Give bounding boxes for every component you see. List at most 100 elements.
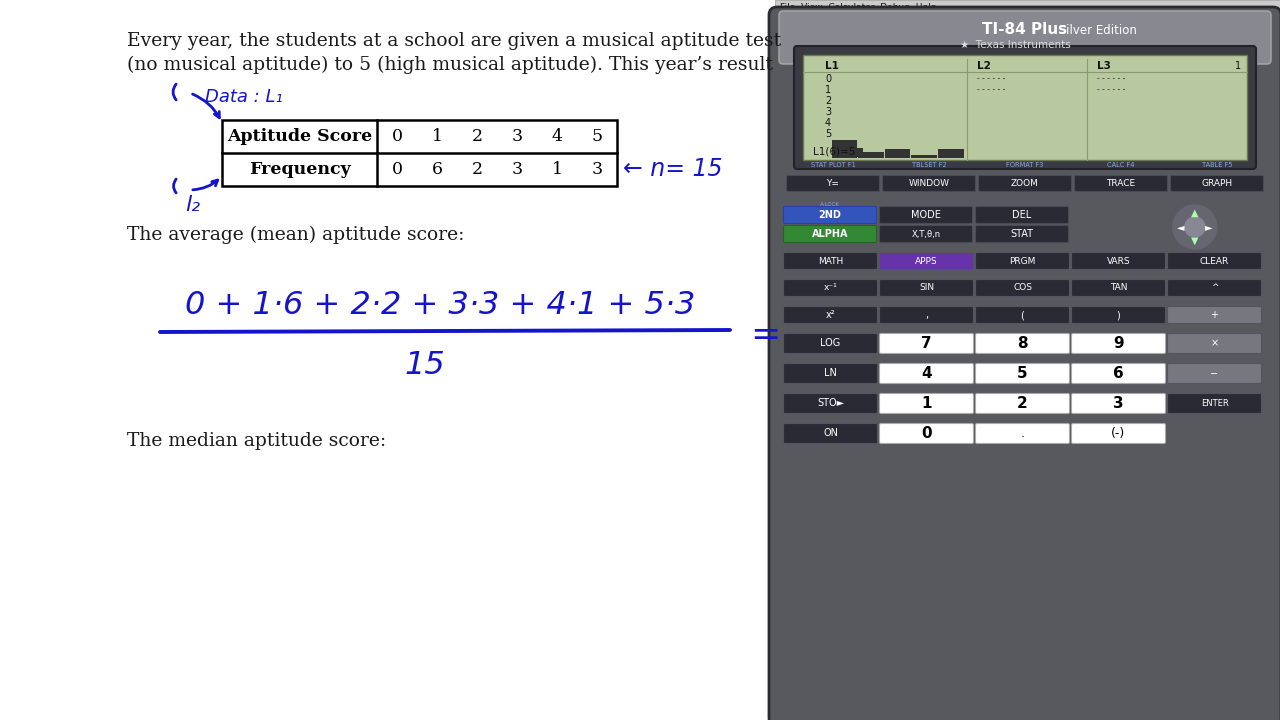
Text: ALPHA: ALPHA xyxy=(812,229,849,239)
FancyBboxPatch shape xyxy=(879,364,974,384)
FancyBboxPatch shape xyxy=(879,225,973,243)
FancyBboxPatch shape xyxy=(879,253,974,269)
FancyBboxPatch shape xyxy=(975,307,1070,323)
Text: 1: 1 xyxy=(826,85,831,95)
FancyBboxPatch shape xyxy=(783,423,878,444)
Text: (: ( xyxy=(1020,310,1024,320)
Text: VARS: VARS xyxy=(1107,256,1130,266)
FancyBboxPatch shape xyxy=(783,364,878,384)
Text: FORMAT F3: FORMAT F3 xyxy=(1006,162,1043,168)
FancyBboxPatch shape xyxy=(975,207,1069,223)
Text: 6: 6 xyxy=(1114,366,1124,381)
FancyBboxPatch shape xyxy=(975,279,1070,297)
Text: ★  Texas Instruments: ★ Texas Instruments xyxy=(960,40,1070,50)
Text: LN: LN xyxy=(824,369,837,379)
Text: CALC F4: CALC F4 xyxy=(1107,162,1135,168)
Text: Y=: Y= xyxy=(827,179,840,188)
FancyBboxPatch shape xyxy=(783,394,878,413)
Text: ▼: ▼ xyxy=(1192,236,1198,246)
Text: - - - - - -: - - - - - - xyxy=(977,74,1005,83)
Text: CLEAR: CLEAR xyxy=(1199,256,1229,266)
Text: 4: 4 xyxy=(922,366,932,381)
FancyBboxPatch shape xyxy=(783,307,878,323)
Text: LOG: LOG xyxy=(820,338,841,348)
FancyBboxPatch shape xyxy=(786,176,879,192)
Bar xyxy=(911,155,937,158)
Text: ,: , xyxy=(925,310,928,320)
Text: L2: L2 xyxy=(977,61,991,71)
Text: 0: 0 xyxy=(392,161,402,178)
FancyBboxPatch shape xyxy=(780,11,1271,64)
Text: TRACE: TRACE xyxy=(1106,179,1135,188)
FancyBboxPatch shape xyxy=(1071,307,1166,323)
Text: - - - - - -: - - - - - - xyxy=(1097,85,1125,94)
FancyBboxPatch shape xyxy=(783,253,878,269)
Text: −: − xyxy=(1211,369,1219,379)
Text: X,T,θ,n: X,T,θ,n xyxy=(911,230,941,238)
FancyBboxPatch shape xyxy=(975,423,1070,444)
Text: L1(6)=5: L1(6)=5 xyxy=(813,147,855,157)
FancyBboxPatch shape xyxy=(783,225,877,243)
Text: 1: 1 xyxy=(922,396,932,411)
Text: STAT PLOT F1: STAT PLOT F1 xyxy=(810,162,855,168)
Circle shape xyxy=(1185,217,1204,237)
Text: - - - - - -: - - - - - - xyxy=(977,85,1005,94)
FancyBboxPatch shape xyxy=(1170,176,1263,192)
FancyBboxPatch shape xyxy=(978,176,1071,192)
Text: File  View  Calculator  Debug  Help: File View Calculator Debug Help xyxy=(780,2,937,12)
Text: .: . xyxy=(1020,427,1024,440)
FancyBboxPatch shape xyxy=(879,333,974,354)
FancyBboxPatch shape xyxy=(1167,394,1262,413)
Text: 4: 4 xyxy=(826,118,831,128)
Text: Frequency: Frequency xyxy=(248,161,351,178)
Text: 9: 9 xyxy=(1114,336,1124,351)
Text: Data : L₁: Data : L₁ xyxy=(205,88,283,106)
FancyBboxPatch shape xyxy=(794,46,1256,169)
FancyBboxPatch shape xyxy=(975,364,1070,384)
Text: 2ND: 2ND xyxy=(819,210,841,220)
FancyBboxPatch shape xyxy=(975,253,1070,269)
Text: ZOOM: ZOOM xyxy=(1011,179,1039,188)
Text: 15: 15 xyxy=(404,349,445,380)
Text: The average (mean) aptitude score:: The average (mean) aptitude score: xyxy=(127,226,465,244)
Text: STO►: STO► xyxy=(817,398,844,408)
Text: 5: 5 xyxy=(591,128,603,145)
Text: ): ) xyxy=(1116,310,1120,320)
Bar xyxy=(884,149,910,158)
Text: L3: L3 xyxy=(1097,61,1111,71)
Text: 3: 3 xyxy=(826,107,831,117)
FancyBboxPatch shape xyxy=(975,394,1070,413)
Text: ON: ON xyxy=(823,428,838,438)
FancyBboxPatch shape xyxy=(1167,279,1262,297)
Text: 1: 1 xyxy=(431,128,443,145)
Text: ◄: ◄ xyxy=(1178,222,1184,232)
Text: DEL: DEL xyxy=(1012,210,1032,220)
FancyBboxPatch shape xyxy=(769,7,1280,720)
Bar xyxy=(856,148,863,157)
Text: 0: 0 xyxy=(826,74,831,84)
Text: The median aptitude score:: The median aptitude score: xyxy=(127,432,387,450)
Text: L1: L1 xyxy=(826,61,838,71)
FancyBboxPatch shape xyxy=(1071,333,1166,354)
Text: Aptitude Score: Aptitude Score xyxy=(227,128,372,145)
Text: Silver Edition: Silver Edition xyxy=(1055,24,1137,37)
Bar xyxy=(221,120,617,186)
Text: Every year, the students at a school are given a musical aptitude test: Every year, the students at a school are… xyxy=(127,32,781,50)
Text: (no musical aptitude) to 5 (high musical aptitude). This year’s result: (no musical aptitude) to 5 (high musical… xyxy=(127,56,773,74)
FancyBboxPatch shape xyxy=(1167,253,1262,269)
Text: 2: 2 xyxy=(1018,396,1028,411)
Text: 2: 2 xyxy=(471,128,483,145)
FancyBboxPatch shape xyxy=(879,307,974,323)
Text: TAN: TAN xyxy=(1110,284,1128,292)
Text: GRAPH: GRAPH xyxy=(1202,179,1233,188)
FancyBboxPatch shape xyxy=(1167,307,1262,323)
FancyBboxPatch shape xyxy=(1071,279,1166,297)
Text: COS: COS xyxy=(1012,284,1032,292)
Text: - - - - - -: - - - - - - xyxy=(1097,74,1125,83)
FancyBboxPatch shape xyxy=(879,207,973,223)
FancyBboxPatch shape xyxy=(879,279,974,297)
FancyBboxPatch shape xyxy=(975,333,1070,354)
Text: STAT: STAT xyxy=(1010,229,1033,239)
Text: PRGM: PRGM xyxy=(1010,256,1036,266)
Text: WINDOW: WINDOW xyxy=(909,179,950,188)
